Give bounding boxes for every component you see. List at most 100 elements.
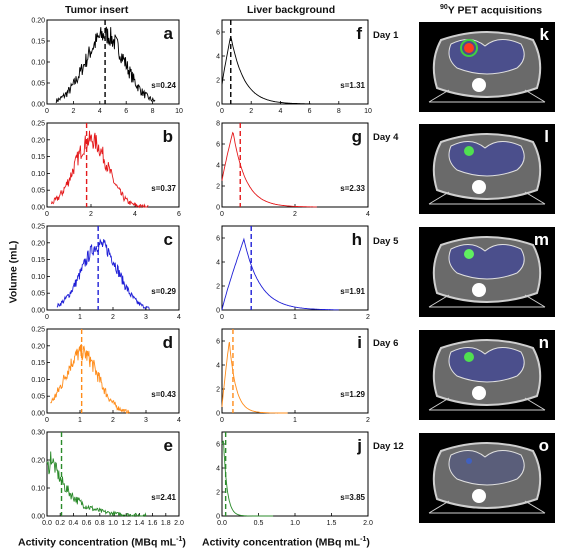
pet-panel-letter: n	[538, 333, 549, 352]
x-tick-label: 0	[220, 314, 224, 321]
x-tick-label: 2	[89, 211, 93, 218]
y-tick-label: 8	[216, 121, 220, 128]
panel-letter: b	[163, 127, 173, 146]
plot-frame	[46, 431, 180, 517]
pet-column-header: 90Y PET acquisitions	[440, 4, 542, 17]
pet-panel-letter: l	[544, 127, 549, 146]
y-tick-label: 0.05	[31, 188, 45, 195]
panel-letter: j	[356, 436, 362, 455]
x-axis-label-liver: Activity concentration (MBq mL-1)	[202, 536, 370, 549]
y-tick-label: 0	[216, 411, 220, 418]
pet-image-day12: o	[419, 433, 555, 523]
pet-phantom-scan	[428, 133, 546, 205]
pet-header-title: Y PET acquisitions	[447, 4, 543, 17]
y-tick-label: 0.15	[31, 39, 45, 46]
y-tick-label: 2	[216, 184, 220, 191]
x-tick-label: 4	[177, 314, 181, 321]
y-tick-label: 0.20	[31, 137, 45, 144]
panel-letter: h	[352, 230, 362, 249]
x-tick-label: 1.5	[327, 520, 337, 527]
y-tick-label: 0.20	[31, 343, 45, 350]
panel-a: 0 2 4 6 8 10 0.00 0.05 0.10 0.15 0.20 a s=0.24	[31, 18, 183, 116]
pet-panel-letter: m	[533, 230, 549, 249]
x-tick-label: 8	[337, 108, 341, 115]
pet-phantom-scan	[428, 442, 546, 514]
panel-e: 0.0 0.2 0.4 0.6 0.8 1.0 1.2 1.4 1.6 1.8 2.0 0.00 0.1…	[31, 430, 184, 528]
x-tick-label: 3	[144, 417, 148, 424]
x-tick-label: 6	[177, 211, 181, 218]
y-tick-label: 4	[216, 363, 220, 370]
panel-h: 0 1 2 0 2 4 6 h s=1.91	[216, 225, 370, 321]
x-tick-label: 0.0	[42, 520, 52, 527]
y-tick-label: 4	[216, 260, 220, 267]
day-label-5: Day 5	[373, 236, 399, 247]
panel-letter: i	[357, 333, 362, 352]
x-tick-label: 6	[308, 108, 312, 115]
x-tick-label: 0.6	[82, 520, 92, 527]
plot-frame	[221, 328, 369, 414]
x-tick-label: 0	[45, 211, 49, 218]
plot-frame	[221, 19, 369, 105]
y-tick-label: 2	[216, 490, 220, 497]
plot-frame	[221, 431, 369, 517]
tumor-column-header: Tumor insert	[65, 4, 129, 16]
x-tick-label: 0	[220, 417, 224, 424]
x-tick-label: 0	[45, 417, 49, 424]
x-tick-label: 0	[220, 211, 224, 218]
x-tick-label: 4	[366, 211, 370, 218]
x-tick-label: 2	[111, 314, 115, 321]
series-line	[50, 130, 149, 209]
series-line	[221, 131, 317, 208]
x-tick-label: 0.5	[254, 520, 264, 527]
x-tick-label: 4	[133, 211, 137, 218]
x-tick-label: 0	[220, 108, 224, 115]
y-tick-label: 0.05	[31, 394, 45, 401]
pet-phantom-scan	[428, 339, 546, 411]
plot-frame	[46, 225, 180, 311]
x-tick-label: 0.2	[55, 520, 65, 527]
y-tick-label: 4	[216, 163, 220, 170]
series-line	[50, 344, 130, 414]
y-tick-label: 0.30	[31, 430, 45, 437]
plot-frame	[46, 122, 180, 208]
pet-image-day1: k	[419, 22, 555, 112]
y-tick-label: 6	[216, 142, 220, 149]
x-tick-label: 0	[45, 108, 49, 115]
y-tick-label: 0.05	[31, 291, 45, 298]
y-tick-label: 0.05	[31, 81, 45, 88]
panel-b: 0 2 4 6 0.00 0.05 0.10 0.15 0.20 0.25 b s=0.37	[31, 121, 181, 219]
y-tick-label: 0.15	[31, 257, 45, 264]
x-tick-label: 0.0	[217, 520, 227, 527]
liver-column-header: Liver background	[247, 4, 336, 16]
x-tick-label: 2	[111, 417, 115, 424]
x-tick-label: 1.4	[135, 520, 145, 527]
x-tick-label: 10	[364, 108, 372, 115]
day-label-1: Day 1	[373, 30, 399, 41]
y-tick-label: 0.10	[31, 486, 45, 493]
s-value-label: s=0.24	[151, 81, 176, 90]
x-axis-label-tumor: Activity concentration (MBq mL-1)	[18, 536, 186, 549]
x-tick-label: 2	[366, 417, 370, 424]
pet-image-day5: m	[419, 227, 555, 317]
pet-panel-letter: o	[538, 436, 549, 455]
y-tick-label: 0.10	[31, 377, 45, 384]
y-tick-label: 4	[216, 54, 220, 61]
plot-frame	[46, 19, 180, 105]
y-tick-label: 0	[216, 514, 220, 521]
x-tick-label: 2.0	[363, 520, 373, 527]
x-tick-label: 8	[151, 108, 155, 115]
series-line	[46, 451, 147, 518]
panel-g: 0 2 4 0 2 4 6 8 g s=2.33	[216, 121, 370, 219]
y-tick-label: 6	[216, 339, 220, 346]
pet-header-isotope: 90	[440, 4, 448, 11]
y-tick-label: 0.25	[31, 121, 45, 128]
x-tick-label: 3	[144, 314, 148, 321]
x-tick-label: 1	[78, 314, 82, 321]
s-value-label: s=1.29	[340, 390, 365, 399]
x-tick-label: 4	[177, 417, 181, 424]
x-tick-label: 0	[45, 314, 49, 321]
day-label-4: Day 4	[373, 132, 399, 143]
y-tick-label: 0.20	[31, 240, 45, 247]
s-value-label: s=2.33	[340, 184, 365, 193]
